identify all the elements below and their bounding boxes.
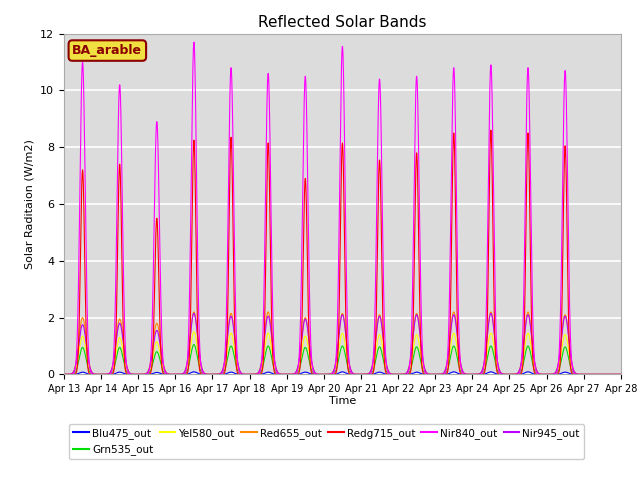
Legend: Blu475_out, Grn535_out, Yel580_out, Red655_out, Redg715_out, Nir840_out, Nir945_: Blu475_out, Grn535_out, Yel580_out, Red6… bbox=[69, 424, 584, 459]
Text: BA_arable: BA_arable bbox=[72, 44, 142, 57]
Title: Reflected Solar Bands: Reflected Solar Bands bbox=[258, 15, 427, 30]
Y-axis label: Solar Raditaion (W/m2): Solar Raditaion (W/m2) bbox=[24, 139, 35, 269]
X-axis label: Time: Time bbox=[329, 396, 356, 406]
